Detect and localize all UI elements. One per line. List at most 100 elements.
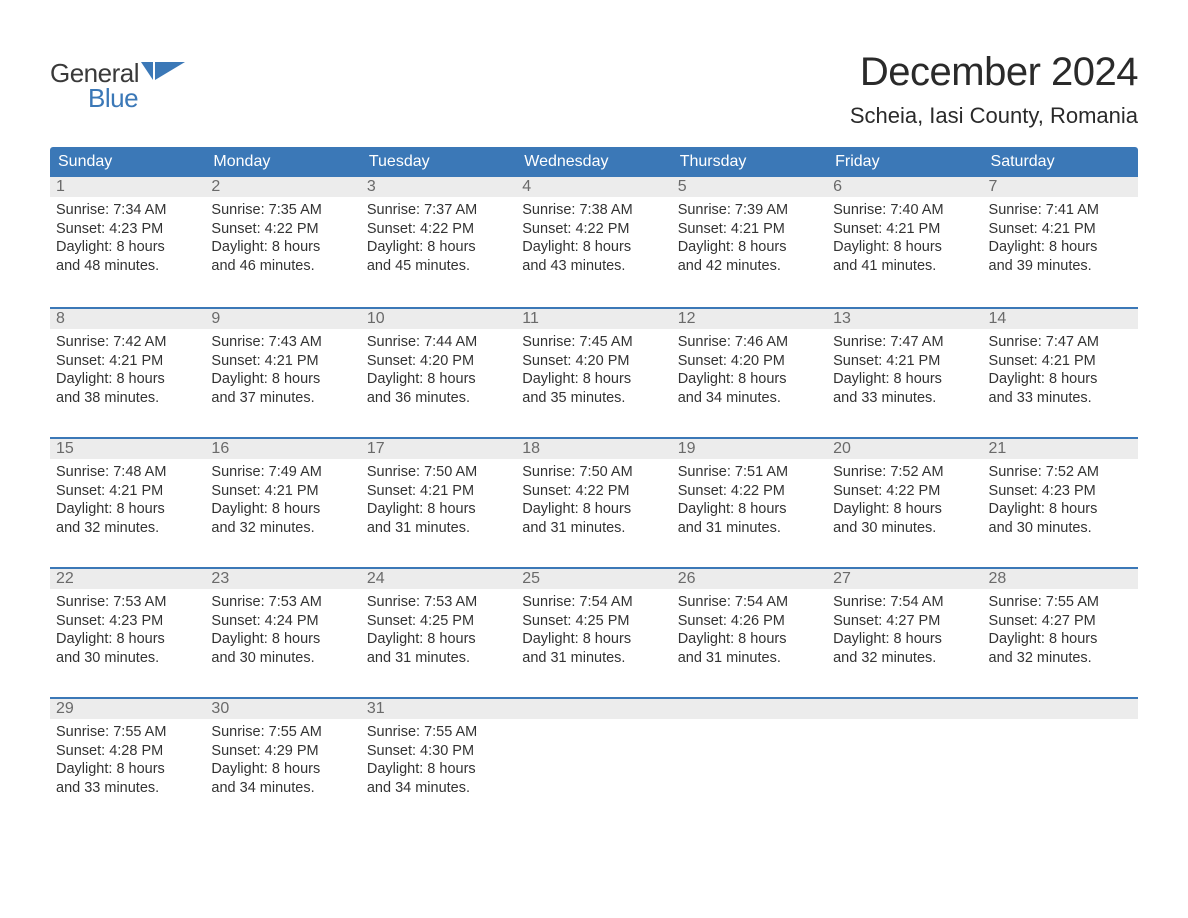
daylight-line: and 30 minutes.: [833, 519, 976, 538]
day-details: Sunrise: 7:50 AMSunset: 4:21 PMDaylight:…: [367, 463, 510, 537]
calendar-day-cell: 14Sunrise: 7:47 AMSunset: 4:21 PMDayligh…: [983, 309, 1138, 437]
calendar-day-cell: 4Sunrise: 7:38 AMSunset: 4:22 PMDaylight…: [516, 177, 671, 307]
sunrise-line: Sunrise: 7:44 AM: [367, 333, 510, 352]
day-number-row: 14: [983, 309, 1138, 329]
sunrise-line: Sunrise: 7:52 AM: [833, 463, 976, 482]
sunrise-line: Sunrise: 7:54 AM: [833, 593, 976, 612]
daylight-line: Daylight: 8 hours: [367, 500, 510, 519]
day-details: Sunrise: 7:53 AMSunset: 4:25 PMDaylight:…: [367, 593, 510, 667]
day-number: 10: [367, 310, 385, 327]
daylight-line: and 34 minutes.: [678, 389, 821, 408]
day-number: 6: [833, 178, 842, 195]
sunset-line: Sunset: 4:25 PM: [522, 612, 665, 631]
sunset-line: Sunset: 4:23 PM: [56, 612, 199, 631]
day-number-row: 11: [516, 309, 671, 329]
day-number: 7: [989, 178, 998, 195]
day-number-row: 27: [827, 569, 982, 589]
daylight-line: and 30 minutes.: [211, 649, 354, 668]
logo: General Blue: [50, 58, 185, 114]
sunset-line: Sunset: 4:21 PM: [56, 482, 199, 501]
day-details: Sunrise: 7:38 AMSunset: 4:22 PMDaylight:…: [522, 201, 665, 275]
day-details: Sunrise: 7:42 AMSunset: 4:21 PMDaylight:…: [56, 333, 199, 407]
daylight-line: Daylight: 8 hours: [989, 630, 1132, 649]
calendar-week-row: 29Sunrise: 7:55 AMSunset: 4:28 PMDayligh…: [50, 697, 1138, 827]
calendar-page: General Blue December 2024 Scheia, Iasi …: [0, 0, 1188, 847]
daylight-line: Daylight: 8 hours: [211, 370, 354, 389]
daylight-line: and 43 minutes.: [522, 257, 665, 276]
weekday-header: Tuesday: [361, 147, 516, 177]
daylight-line: Daylight: 8 hours: [522, 500, 665, 519]
sunset-line: Sunset: 4:27 PM: [833, 612, 976, 631]
daylight-line: and 31 minutes.: [367, 649, 510, 668]
day-number-row: 7: [983, 177, 1138, 197]
daylight-line: and 38 minutes.: [56, 389, 199, 408]
day-number: 11: [522, 310, 539, 327]
daylight-line: Daylight: 8 hours: [367, 760, 510, 779]
day-number: 26: [678, 570, 696, 587]
day-number-row: 10: [361, 309, 516, 329]
sunset-line: Sunset: 4:22 PM: [522, 220, 665, 239]
day-details: Sunrise: 7:34 AMSunset: 4:23 PMDaylight:…: [56, 201, 199, 275]
day-details: Sunrise: 7:53 AMSunset: 4:24 PMDaylight:…: [211, 593, 354, 667]
day-details: Sunrise: 7:54 AMSunset: 4:26 PMDaylight:…: [678, 593, 821, 667]
daylight-line: Daylight: 8 hours: [522, 238, 665, 257]
day-number: 21: [989, 440, 1007, 457]
day-number: 17: [367, 440, 385, 457]
day-number-row: [983, 699, 1138, 719]
sunset-line: Sunset: 4:23 PM: [989, 482, 1132, 501]
day-number: 12: [678, 310, 696, 327]
sunrise-line: Sunrise: 7:38 AM: [522, 201, 665, 220]
day-number-row: 24: [361, 569, 516, 589]
day-details: Sunrise: 7:54 AMSunset: 4:25 PMDaylight:…: [522, 593, 665, 667]
sunrise-line: Sunrise: 7:47 AM: [833, 333, 976, 352]
day-number-row: 8: [50, 309, 205, 329]
day-number: 20: [833, 440, 851, 457]
day-number: 5: [678, 178, 687, 195]
sunrise-line: Sunrise: 7:55 AM: [211, 723, 354, 742]
daylight-line: Daylight: 8 hours: [678, 630, 821, 649]
calendar-day-cell: 19Sunrise: 7:51 AMSunset: 4:22 PMDayligh…: [672, 439, 827, 567]
day-details: Sunrise: 7:51 AMSunset: 4:22 PMDaylight:…: [678, 463, 821, 537]
daylight-line: Daylight: 8 hours: [522, 370, 665, 389]
day-details: Sunrise: 7:35 AMSunset: 4:22 PMDaylight:…: [211, 201, 354, 275]
day-details: Sunrise: 7:48 AMSunset: 4:21 PMDaylight:…: [56, 463, 199, 537]
sunrise-line: Sunrise: 7:50 AM: [367, 463, 510, 482]
daylight-line: and 30 minutes.: [989, 519, 1132, 538]
calendar-day-cell: 29Sunrise: 7:55 AMSunset: 4:28 PMDayligh…: [50, 699, 205, 827]
sunrise-line: Sunrise: 7:53 AM: [211, 593, 354, 612]
calendar-day-cell: [516, 699, 671, 827]
calendar-day-cell: 30Sunrise: 7:55 AMSunset: 4:29 PMDayligh…: [205, 699, 360, 827]
day-number-row: 2: [205, 177, 360, 197]
day-number: 25: [522, 570, 540, 587]
day-number-row: 23: [205, 569, 360, 589]
sunset-line: Sunset: 4:26 PM: [678, 612, 821, 631]
day-number: 31: [367, 700, 385, 717]
day-number: 27: [833, 570, 851, 587]
sunrise-line: Sunrise: 7:40 AM: [833, 201, 976, 220]
daylight-line: Daylight: 8 hours: [367, 630, 510, 649]
daylight-line: Daylight: 8 hours: [522, 630, 665, 649]
day-number-row: 17: [361, 439, 516, 459]
day-details: Sunrise: 7:43 AMSunset: 4:21 PMDaylight:…: [211, 333, 354, 407]
calendar-day-cell: 31Sunrise: 7:55 AMSunset: 4:30 PMDayligh…: [361, 699, 516, 827]
calendar-day-cell: 6 Sunrise: 7:40 AMSunset: 4:21 PMDaylight…: [827, 177, 982, 307]
day-number-row: [672, 699, 827, 719]
day-number-row: 29: [50, 699, 205, 719]
sunset-line: Sunset: 4:23 PM: [56, 220, 199, 239]
day-number: 22: [56, 570, 74, 587]
day-details: Sunrise: 7:46 AMSunset: 4:20 PMDaylight:…: [678, 333, 821, 407]
daylight-line: and 33 minutes.: [56, 779, 199, 798]
day-number-row: 18: [516, 439, 671, 459]
sunset-line: Sunset: 4:20 PM: [678, 352, 821, 371]
daylight-line: Daylight: 8 hours: [211, 760, 354, 779]
sunset-line: Sunset: 4:29 PM: [211, 742, 354, 761]
day-details: Sunrise: 7:40 AMSunset: 4:21 PMDaylight:…: [833, 201, 976, 275]
day-number: 24: [367, 570, 385, 587]
sunset-line: Sunset: 4:20 PM: [522, 352, 665, 371]
day-details: Sunrise: 7:55 AMSunset: 4:29 PMDaylight:…: [211, 723, 354, 797]
weeks-container: 1Sunrise: 7:34 AMSunset: 4:23 PMDaylight…: [50, 177, 1138, 827]
sunrise-line: Sunrise: 7:51 AM: [678, 463, 821, 482]
sunrise-line: Sunrise: 7:55 AM: [367, 723, 510, 742]
daylight-line: Daylight: 8 hours: [989, 500, 1132, 519]
day-details: Sunrise: 7:39 AMSunset: 4:21 PMDaylight:…: [678, 201, 821, 275]
